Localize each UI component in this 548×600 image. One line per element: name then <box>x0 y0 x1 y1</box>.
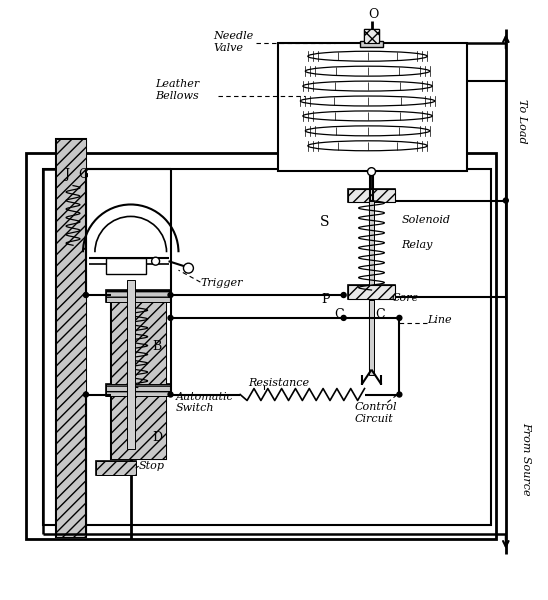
Bar <box>363 29 379 43</box>
Bar <box>56 139 86 537</box>
Ellipse shape <box>308 141 427 151</box>
Text: P: P <box>321 293 330 306</box>
Text: S: S <box>320 215 330 229</box>
Bar <box>111 295 165 459</box>
Bar <box>96 461 136 475</box>
Bar <box>106 290 170 302</box>
Circle shape <box>152 257 159 265</box>
Bar <box>278 43 467 170</box>
Bar <box>347 188 395 202</box>
Text: Resistance: Resistance <box>248 377 309 388</box>
Bar <box>368 200 374 365</box>
Circle shape <box>368 167 375 176</box>
Text: To Load: To Load <box>517 98 527 143</box>
Bar <box>26 153 496 539</box>
Circle shape <box>341 316 346 320</box>
Text: C: C <box>375 308 385 321</box>
Bar <box>106 383 170 395</box>
Text: O: O <box>368 8 379 22</box>
Text: Trigger: Trigger <box>201 278 243 288</box>
Bar <box>347 285 395 299</box>
Text: Line: Line <box>427 315 452 325</box>
Text: Stop: Stop <box>139 461 165 471</box>
Bar <box>347 188 395 202</box>
Text: Control
Circuit: Control Circuit <box>355 403 397 424</box>
Bar <box>111 295 165 459</box>
Bar <box>359 41 384 47</box>
Ellipse shape <box>308 51 427 61</box>
Text: From Source: From Source <box>521 422 530 496</box>
Bar <box>106 290 170 302</box>
Text: C: C <box>334 308 344 321</box>
Bar <box>368 300 374 374</box>
Text: Leather
Bellows: Leather Bellows <box>156 79 200 101</box>
Circle shape <box>168 392 173 397</box>
Bar <box>363 29 379 43</box>
Text: Needle
Valve: Needle Valve <box>213 31 254 53</box>
Bar <box>127 280 135 449</box>
Text: B: B <box>153 340 162 353</box>
Text: D: D <box>153 431 163 445</box>
Bar <box>347 285 395 299</box>
Ellipse shape <box>305 66 430 76</box>
Bar <box>56 139 86 537</box>
Circle shape <box>83 392 88 397</box>
Text: Automatic
Switch: Automatic Switch <box>175 392 233 413</box>
Circle shape <box>397 316 402 320</box>
Bar <box>106 258 146 274</box>
Ellipse shape <box>303 81 432 91</box>
Bar <box>96 461 136 475</box>
Circle shape <box>341 293 346 298</box>
Circle shape <box>397 392 402 397</box>
Circle shape <box>184 263 193 273</box>
Ellipse shape <box>305 126 430 136</box>
Text: Solenoid: Solenoid <box>401 215 450 226</box>
Bar <box>43 169 491 525</box>
Text: Core: Core <box>391 293 419 303</box>
Circle shape <box>503 198 509 203</box>
Text: Relay: Relay <box>401 241 433 250</box>
Circle shape <box>168 316 173 320</box>
Ellipse shape <box>303 111 432 121</box>
Circle shape <box>83 293 88 298</box>
Text: J: J <box>64 167 69 181</box>
Text: G: G <box>78 167 88 181</box>
Circle shape <box>168 293 173 298</box>
Ellipse shape <box>300 96 435 106</box>
Bar <box>106 383 170 395</box>
